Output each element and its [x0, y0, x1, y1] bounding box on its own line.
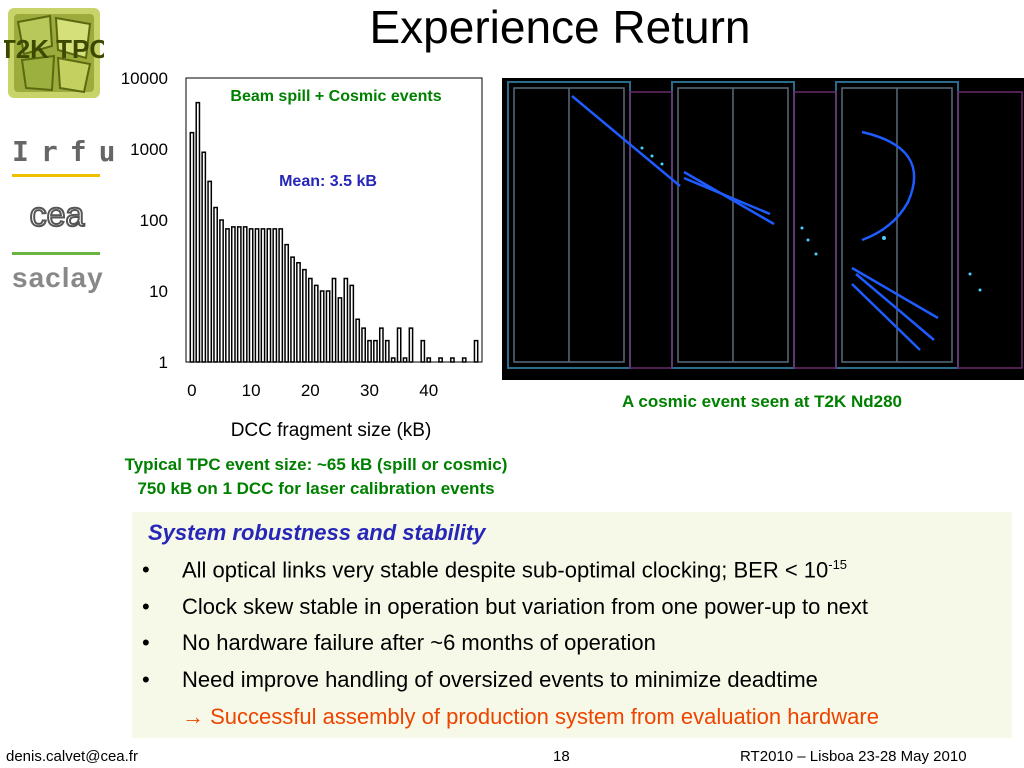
bullet-text-1: All optical links very stable despite su… — [182, 557, 847, 583]
bullet-2: • — [142, 594, 150, 619]
event-size-note: Typical TPC event size: ~65 kB (spill or… — [86, 453, 546, 501]
histogram-bar — [396, 327, 402, 363]
footer-event: RT2010 – Lisboa 23-28 May 2010 — [740, 748, 967, 765]
saclay-logo: saclay — [12, 262, 104, 293]
histogram-bar — [213, 206, 218, 363]
histogram-bar — [307, 277, 313, 363]
histogram-bar — [420, 339, 426, 363]
histogram-bar — [390, 357, 396, 363]
x-tick-label: 30 — [360, 381, 379, 400]
histogram-bar — [402, 357, 408, 363]
t2k-tpc-logo: T2K TPC — [4, 8, 104, 98]
histogram-bar — [296, 261, 301, 363]
histogram-bar — [426, 357, 432, 363]
histogram-bar — [408, 327, 414, 363]
x-tick-label: 40 — [419, 381, 438, 400]
histogram-bar — [461, 357, 467, 363]
histogram-bar — [284, 243, 290, 363]
bullet-3: • — [142, 630, 150, 655]
histogram-bar — [319, 290, 325, 363]
footer-email: denis.calvet@cea.fr — [6, 748, 138, 765]
cea-logo-text: cea — [30, 196, 85, 234]
cea-logo: cea — [29, 196, 86, 234]
histogram-bar — [384, 339, 390, 363]
histogram-bar — [225, 228, 230, 363]
histogram-bar — [266, 228, 272, 363]
histogram-bar — [219, 219, 224, 363]
cosmic-event-display — [502, 78, 1024, 380]
histogram-bar — [337, 297, 343, 363]
y-tick-label: 100 — [140, 211, 168, 230]
note-line-2: 750 kB on 1 DCC for laser calibration ev… — [137, 479, 495, 498]
y-axis-ticks: 1 10 100 1000 10000 — [121, 70, 168, 372]
histogram-bar — [343, 277, 349, 363]
x-tick-label: 20 — [301, 381, 320, 400]
histogram-bar — [450, 357, 455, 363]
bullet-4: • — [142, 667, 150, 692]
ber-exponent: -15 — [828, 557, 848, 572]
summary-heading: System robustness and stability — [148, 520, 486, 545]
t2k-logo-text: T2K TPC — [4, 34, 104, 64]
histogram-bar — [254, 228, 260, 363]
logo-divider — [12, 252, 100, 255]
histogram-bar — [201, 151, 207, 363]
histogram-bar — [242, 226, 248, 363]
histogram-bar — [248, 228, 254, 363]
histogram-bar — [230, 226, 236, 363]
summary-box — [132, 512, 1012, 738]
x-tick-label: 0 — [187, 381, 196, 400]
histogram-bar — [355, 318, 361, 363]
histogram-bar — [207, 180, 213, 363]
histogram-bar — [195, 101, 201, 363]
x-axis-ticks: 0 10 20 30 40 — [187, 381, 438, 400]
histogram-bar — [473, 339, 479, 363]
histogram-bar — [438, 357, 443, 363]
bullet-text-3: No hardware failure after ~6 months of o… — [182, 630, 656, 655]
bullet-1: • — [142, 557, 150, 582]
note-line-1: Typical TPC event size: ~65 kB (spill or… — [124, 455, 508, 474]
irfu-logo: Irfu — [12, 135, 128, 168]
x-tick-label: 10 — [242, 381, 261, 400]
histogram-bar — [236, 226, 242, 363]
conclusion-line: → Successful assembly of production syst… — [182, 704, 879, 729]
page-number: 18 — [553, 748, 570, 765]
slide-title: Experience Return — [369, 1, 751, 53]
bullet-text-2: Clock skew stable in operation but varia… — [182, 594, 869, 619]
histogram-bar — [313, 284, 319, 363]
bullet-text-4: Need improve handling of oversized event… — [182, 667, 818, 692]
histogram-bar — [367, 339, 372, 363]
histogram-bar — [290, 256, 295, 363]
histogram-bar — [278, 228, 284, 363]
mean-annotation: Mean: 3.5 kB — [279, 173, 377, 190]
y-tick-label: 1 — [159, 353, 168, 372]
ber-text: All optical links very stable despite su… — [182, 557, 829, 583]
legend-label: Beam spill + Cosmic events — [230, 88, 441, 105]
histogram-bar — [361, 327, 366, 363]
y-tick-label: 1000 — [130, 140, 168, 159]
histogram-bar — [378, 327, 384, 363]
histogram-bar — [260, 228, 266, 363]
event-caption: A cosmic event seen at T2K Nd280 — [622, 392, 902, 411]
y-tick-label: 10 — [149, 282, 168, 301]
x-axis-label: DCC fragment size (kB) — [231, 420, 432, 441]
histogram-bar — [331, 277, 337, 363]
dcc-size-histogram: 1 10 100 1000 10000 0 10 20 30 40 Beam spill + C… — [121, 70, 483, 441]
histogram-bar — [302, 268, 307, 363]
histogram-bar — [349, 284, 355, 363]
histogram-bar — [272, 228, 278, 363]
histogram-bars — [189, 101, 479, 363]
histogram-bar — [325, 290, 331, 363]
histogram-bar — [189, 131, 195, 363]
y-tick-label: 10000 — [121, 70, 168, 88]
logo-divider — [12, 174, 100, 177]
histogram-bar — [373, 339, 378, 363]
